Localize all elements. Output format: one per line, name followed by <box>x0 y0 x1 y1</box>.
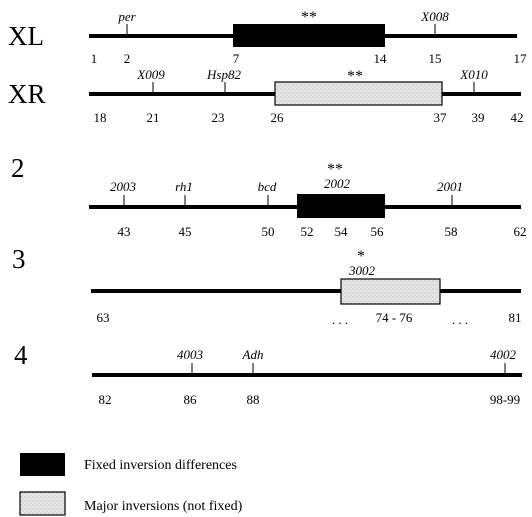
map-number: 81 <box>509 310 522 325</box>
gene-label-3002: 3002 <box>348 263 376 278</box>
map-number: 82 <box>99 392 112 407</box>
map-number: 15 <box>429 51 442 66</box>
gene-label-hsp82: Hsp82 <box>206 67 241 82</box>
gene-label-rh1: rh1 <box>175 179 193 194</box>
map-number: 43 <box>118 224 131 239</box>
map-number: 1 <box>91 51 98 66</box>
gene-label-2002: 2002 <box>324 176 351 191</box>
chromosome-4: 4 4003 Adh 4002 82 86 88 98-99 <box>14 340 522 407</box>
gene-label-x008: X008 <box>420 9 449 24</box>
gene-label-2001: 2001 <box>437 179 463 194</box>
map-number: 56 <box>371 224 385 239</box>
map-number: 52 <box>301 224 314 239</box>
major-inversion-block <box>274 81 443 106</box>
map-number: 45 <box>179 224 192 239</box>
legend-label-major: Major inversions (not fixed) <box>84 499 243 514</box>
chromosome-line <box>91 289 521 293</box>
legend-swatch-fixed <box>20 453 65 476</box>
map-number: 23 <box>212 110 225 125</box>
map-ellipsis: . . . <box>332 312 348 327</box>
inversion-stars: * <box>357 248 365 265</box>
chromosome-xl: XL ** per X008 1 2 7 14 15 17 <box>8 9 527 66</box>
gene-label-2003: 2003 <box>110 179 137 194</box>
chromosome-2: 2 ** 2003 rh1 bcd 2002 2001 43 45 50 52 … <box>11 153 527 239</box>
gene-label-per: per <box>117 9 136 24</box>
map-number: 62 <box>514 224 527 239</box>
fixed-inversion-block <box>233 24 385 47</box>
chromosome-label: 2 <box>11 153 25 183</box>
map-ellipsis: . . . <box>452 312 468 327</box>
gene-label-x010: X010 <box>459 67 488 82</box>
map-number: 42 <box>511 110 524 125</box>
chromosome-label: 3 <box>12 244 26 274</box>
chromosome-xr: XR ** X009 Hsp82 X010 18 21 23 26 37 39 … <box>8 67 524 125</box>
gene-label-adh: Adh <box>242 347 264 362</box>
map-number: 58 <box>445 224 458 239</box>
map-number: 98-99 <box>490 392 520 407</box>
inversion-stars: ** <box>301 9 317 26</box>
gene-label-4002: 4002 <box>490 347 517 362</box>
gene-label-bcd: bcd <box>258 179 277 194</box>
legend-label-fixed: Fixed inversion differences <box>84 458 237 473</box>
chromosome-line <box>92 373 522 377</box>
legend-swatch-major <box>19 491 66 516</box>
gene-label-x009: X009 <box>136 67 165 82</box>
chromosome-label: 4 <box>14 340 28 370</box>
legend: Fixed inversion differences Major invers… <box>19 453 243 516</box>
map-number: 86 <box>184 392 198 407</box>
fixed-inversion-block <box>297 194 385 218</box>
map-number: 88 <box>247 392 260 407</box>
map-number: 14 <box>374 51 388 66</box>
inversion-stars: ** <box>327 161 343 178</box>
map-number: 50 <box>262 224 275 239</box>
chromosome-label: XR <box>8 79 46 109</box>
map-number: 7 <box>233 51 240 66</box>
chromosome-label: XL <box>8 21 44 51</box>
chromosome-3: 3 * 3002 63 . . . 74 - 76 . . . 81 <box>12 244 522 327</box>
map-number: 54 <box>335 224 349 239</box>
gene-label-4003: 4003 <box>177 347 204 362</box>
inversion-stars: ** <box>347 68 363 85</box>
map-number: 37 <box>434 110 448 125</box>
map-number: 17 <box>514 51 528 66</box>
map-number: 26 <box>271 110 285 125</box>
map-number: 21 <box>147 110 160 125</box>
map-number: 39 <box>472 110 485 125</box>
map-number: 74 - 76 <box>376 310 413 325</box>
map-number: 2 <box>124 51 131 66</box>
map-number: 63 <box>97 310 110 325</box>
major-inversion-block <box>340 278 441 305</box>
map-number: 18 <box>94 110 107 125</box>
